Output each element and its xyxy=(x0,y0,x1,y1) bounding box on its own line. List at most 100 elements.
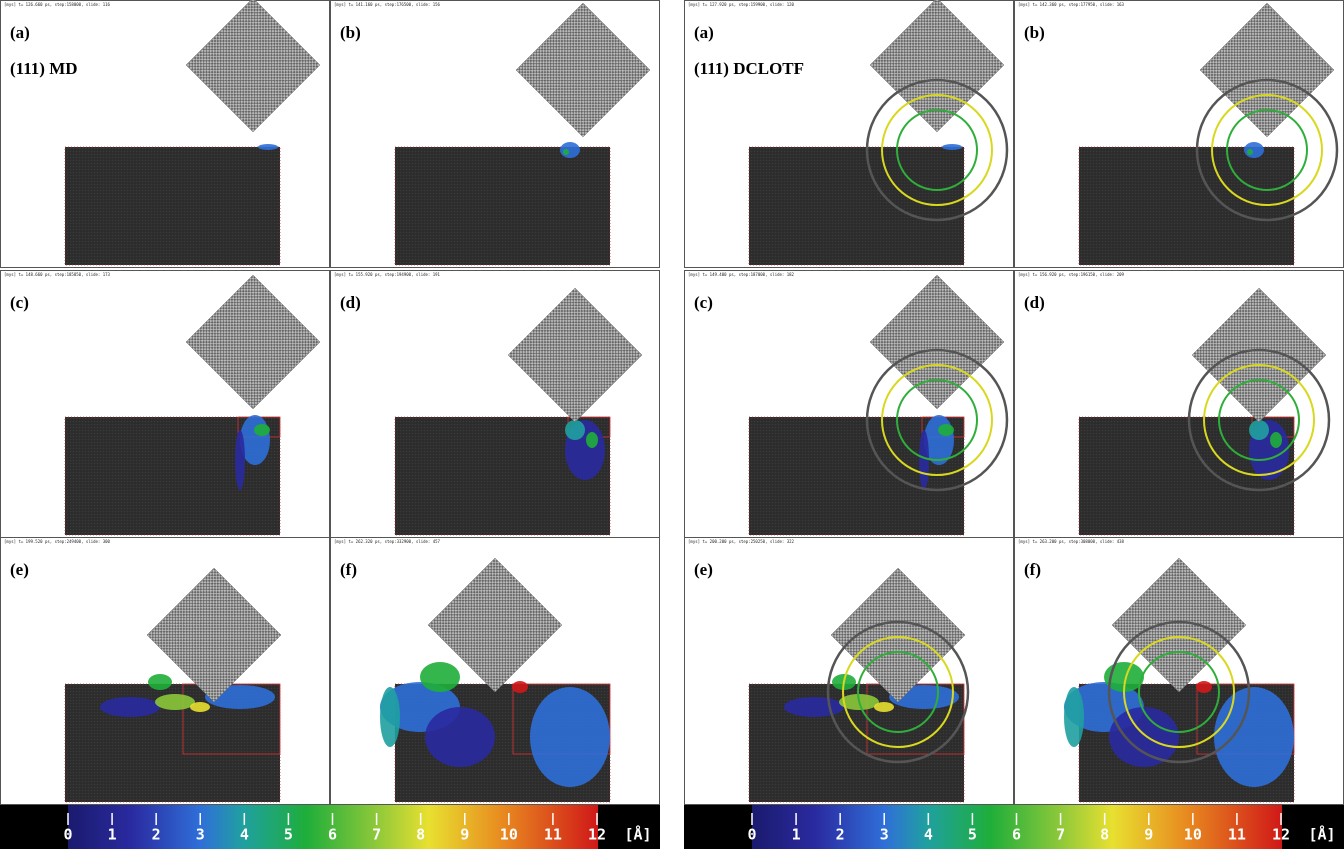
panel-label: (a) xyxy=(694,23,714,42)
colorbar-tick-label: 1 xyxy=(108,826,117,844)
panel-header: [mys] t= 200.200 ps, step:250250, slide:… xyxy=(688,539,795,544)
colorbar-tick-label: 12 xyxy=(1272,826,1290,844)
colorbar-tick-label: 12 xyxy=(588,826,606,844)
panel-header: [mys] t= 148.660 ps, step:185850, slide:… xyxy=(4,272,111,277)
panel-header: [mys] t= 126.660 ps, step:158000, slide:… xyxy=(4,2,111,7)
damage-region xyxy=(530,687,610,787)
damage-region xyxy=(1247,149,1253,155)
damage-region xyxy=(1064,687,1084,747)
substrate xyxy=(395,147,610,265)
colorbar-tick-label: 11 xyxy=(544,826,562,844)
panel-header: [mys] t= 142.360 ps, step:177950, slide:… xyxy=(1018,2,1125,7)
figure-title: (111) DCLOTF xyxy=(694,59,804,78)
damage-region xyxy=(512,681,528,693)
damage-region xyxy=(560,142,580,158)
panel-header: [mys] t= 149.400 ps, step:187000, slide:… xyxy=(688,272,795,277)
colorbar-tick-label: 5 xyxy=(968,826,977,844)
panel-label: (a) xyxy=(10,23,30,42)
damage-region xyxy=(235,430,245,490)
panel: [mys] t= 148.660 ps, step:185850, slide:… xyxy=(1,271,330,538)
colorbar-tick-label: 7 xyxy=(372,826,381,844)
colorbar-tick-label: 4 xyxy=(240,826,249,844)
damage-region xyxy=(1196,681,1212,693)
damage-region xyxy=(380,687,400,747)
colorbar-tick-label: 2 xyxy=(152,826,161,844)
damage-region xyxy=(919,430,929,490)
colorbar-tick-label: 0 xyxy=(747,826,756,844)
substrate xyxy=(65,147,280,265)
panel-label: (e) xyxy=(10,560,29,579)
panel: [mys] t= 126.660 ps, step:158000, slide:… xyxy=(1,0,330,268)
damage-region xyxy=(1214,687,1294,787)
damage-region xyxy=(938,424,954,436)
figure: [mys] t= 126.660 ps, step:158000, slide:… xyxy=(0,0,1344,849)
colorbar-tick-label: 8 xyxy=(416,826,425,844)
colorbar-tick-label: 10 xyxy=(500,826,518,844)
colorbar-tick-label: 9 xyxy=(1144,826,1153,844)
panel-label: (b) xyxy=(1024,23,1045,42)
panel-label: (e) xyxy=(694,560,713,579)
colorbar-tick-label: 0 xyxy=(63,826,72,844)
colorbar-tick-label: 6 xyxy=(328,826,337,844)
figure-canvas: [mys] t= 126.660 ps, step:158000, slide:… xyxy=(0,0,1344,849)
panel-label: (d) xyxy=(340,293,361,312)
panel-label: (c) xyxy=(694,293,713,312)
damage-region xyxy=(1249,420,1269,440)
panel-header: [mys] t= 263.200 ps, step:308000, slide:… xyxy=(1018,539,1125,544)
damage-region xyxy=(155,694,195,710)
panel-header: [mys] t= 141.160 ps, step:176500, slide:… xyxy=(334,2,441,7)
damage-region xyxy=(1244,142,1264,158)
damage-region xyxy=(942,144,962,150)
panel-header: [mys] t= 262.320 ps, step:332900, slide:… xyxy=(334,539,441,544)
damage-region xyxy=(425,707,495,767)
damage-region xyxy=(420,662,460,692)
panel: [mys] t= 155.920 ps, step:194900, slide:… xyxy=(331,271,660,538)
colorbar-tick-label: 1 xyxy=(792,826,801,844)
damage-region xyxy=(784,697,844,717)
panel-label: (c) xyxy=(10,293,29,312)
panel: [mys] t= 141.160 ps, step:176500, slide:… xyxy=(331,1,660,268)
panel: [mys] t= 263.200 ps, step:308000, slide:… xyxy=(1015,538,1344,805)
colorbar-tick-label: 6 xyxy=(1012,826,1021,844)
colorbar-tick-label: 10 xyxy=(1184,826,1202,844)
panel: [mys] t= 142.360 ps, step:177950, slide:… xyxy=(1015,1,1344,268)
colorbar-unit: [Å] xyxy=(624,825,651,844)
colorbar-tick-label: 5 xyxy=(284,826,293,844)
colorbar-tick-label: 11 xyxy=(1228,826,1246,844)
panel-label: (d) xyxy=(1024,293,1045,312)
colorbar-tick-label: 3 xyxy=(196,826,205,844)
panel-header: [mys] t= 127.920 ps, step:159900, slide:… xyxy=(688,2,795,7)
panel-label: (f) xyxy=(1024,560,1041,579)
colorbar-tick-label: 2 xyxy=(836,826,845,844)
panel: [mys] t= 199.520 ps, step:249400, slide:… xyxy=(1,538,330,805)
damage-region xyxy=(258,144,278,150)
damage-region xyxy=(565,420,585,440)
damage-region xyxy=(100,697,160,717)
colorbar-tick-label: 9 xyxy=(460,826,469,844)
panel: [mys] t= 156.920 ps, step:196150, slide:… xyxy=(1015,271,1344,538)
damage-region xyxy=(254,424,270,436)
colorbar-tick-label: 7 xyxy=(1056,826,1065,844)
colorbar-tick-label: 8 xyxy=(1100,826,1109,844)
panel: [mys] t= 262.320 ps, step:332900, slide:… xyxy=(331,538,660,805)
colorbar-tick-label: 4 xyxy=(924,826,933,844)
panel-label: (b) xyxy=(340,23,361,42)
panel: [mys] t= 127.920 ps, step:159900, slide:… xyxy=(685,0,1014,268)
panel-header: [mys] t= 155.920 ps, step:194900, slide:… xyxy=(334,272,441,277)
colorbar-unit: [Å] xyxy=(1308,825,1335,844)
damage-region xyxy=(874,702,894,712)
panel: [mys] t= 200.200 ps, step:250250, slide:… xyxy=(685,538,1014,805)
substrate xyxy=(1079,147,1294,265)
panel-header: [mys] t= 199.520 ps, step:249400, slide:… xyxy=(4,539,111,544)
damage-region xyxy=(1109,707,1179,767)
damage-region xyxy=(1270,432,1282,448)
damage-region xyxy=(563,149,569,155)
damage-region xyxy=(148,674,172,690)
colorbar-tick-label: 3 xyxy=(880,826,889,844)
substrate xyxy=(749,147,964,265)
panel-label: (f) xyxy=(340,560,357,579)
damage-region xyxy=(190,702,210,712)
figure-title: (111) MD xyxy=(10,59,78,78)
damage-region xyxy=(586,432,598,448)
panel-header: [mys] t= 156.920 ps, step:196150, slide:… xyxy=(1018,272,1125,277)
